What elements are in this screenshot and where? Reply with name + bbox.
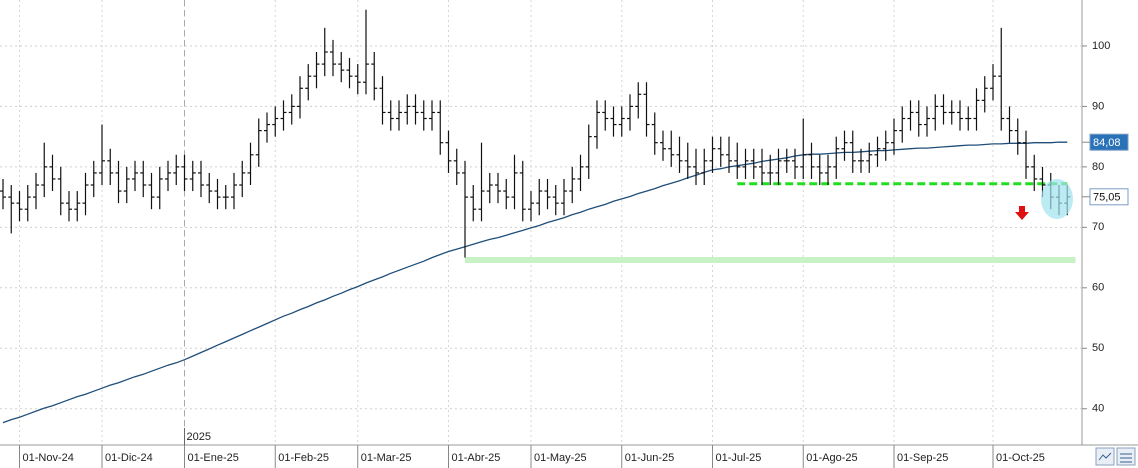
- x-tick-label: 01-Ene-25: [188, 452, 239, 464]
- price-label: 75,05: [1093, 192, 1121, 204]
- y-tick-label: 60: [1092, 282, 1104, 294]
- x-tick-label: 01-Mar-25: [361, 452, 412, 464]
- year-label: 2025: [187, 431, 211, 443]
- zoom-icon: [1098, 452, 1112, 461]
- settings-button[interactable]: [1116, 447, 1136, 466]
- x-tick-label: 01-Abr-25: [452, 452, 501, 464]
- x-tick-label: 01-Nov-24: [23, 452, 74, 464]
- plot: 2025: [0, 0, 1082, 445]
- x-tick-label: 01-Ago-25: [806, 452, 857, 464]
- y-tick-label: 90: [1092, 100, 1104, 112]
- x-tick-label: 01-Dic-24: [105, 452, 153, 464]
- y-tick-label: 100: [1092, 40, 1110, 52]
- y-tick-label: 80: [1092, 161, 1104, 173]
- y-tick-label: 70: [1092, 221, 1104, 233]
- y-tick-label: 50: [1092, 342, 1104, 354]
- moving-average: [2, 141, 1068, 424]
- y-tick-label: 40: [1092, 403, 1104, 415]
- scroll-buttons[interactable]: [1095, 447, 1136, 466]
- x-tick-label: 01-Oct-25: [996, 452, 1045, 464]
- settings-icon: [1120, 453, 1132, 463]
- x-tick-label: 01-Feb-25: [278, 452, 329, 464]
- x-tick-label: 01-Jun-25: [625, 452, 675, 464]
- price-label: 84,08: [1093, 137, 1121, 149]
- highlight-circle: [1041, 179, 1073, 219]
- x-tick-label: 01-May-25: [534, 452, 587, 464]
- x-tick-label: 01-Jul-25: [716, 452, 762, 464]
- down-arrow: [1015, 206, 1029, 220]
- x-tick-label: 01-Sep-25: [897, 452, 948, 464]
